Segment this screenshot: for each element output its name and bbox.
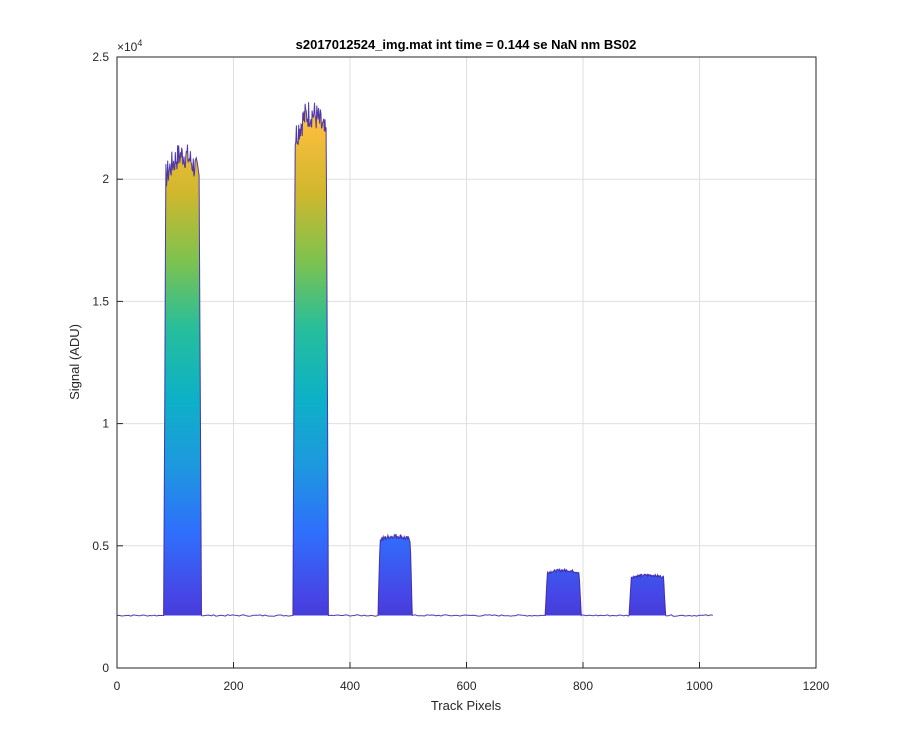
y-tick-label: 2.5 bbox=[92, 50, 109, 64]
y-exponent-power: 4 bbox=[137, 38, 142, 48]
y-tick-label: 0 bbox=[102, 661, 109, 675]
signal-peak-fill bbox=[629, 574, 666, 616]
signal-peak-fill bbox=[163, 144, 202, 616]
y-tick-label: 1 bbox=[102, 417, 109, 431]
x-tick-label: 400 bbox=[340, 679, 360, 693]
x-tick-label: 600 bbox=[456, 679, 476, 693]
signal-series bbox=[117, 102, 713, 617]
x-tick-label: 200 bbox=[223, 679, 243, 693]
y-exponent-label: ×104 bbox=[117, 38, 142, 54]
x-tick-label: 1000 bbox=[686, 679, 713, 693]
signal-peak-fill bbox=[378, 534, 413, 616]
y-tick-label: 1.5 bbox=[92, 294, 109, 308]
y-tick-label: 0.5 bbox=[92, 539, 109, 553]
signal-peak-fill bbox=[545, 569, 582, 616]
x-axis-label: Track Pixels bbox=[431, 698, 502, 713]
y-tick-label: 2 bbox=[102, 172, 109, 186]
x-tick-label: 0 bbox=[114, 679, 121, 693]
chart-title: s2017012524_img.mat int time = 0.144 se … bbox=[296, 37, 637, 52]
signal-trace-line bbox=[117, 102, 713, 617]
axis-ticks: 0 200 400 600 800 1000 1200 0 0.5 1 1.5 2 2.5 bbox=[92, 50, 829, 693]
x-tick-label: 800 bbox=[573, 679, 593, 693]
y-axis-label: Signal (ADU) bbox=[67, 324, 82, 400]
signal-peak-fill bbox=[292, 102, 329, 616]
x-tick-label: 1200 bbox=[803, 679, 830, 693]
y-exponent-base: ×10 bbox=[117, 40, 138, 54]
